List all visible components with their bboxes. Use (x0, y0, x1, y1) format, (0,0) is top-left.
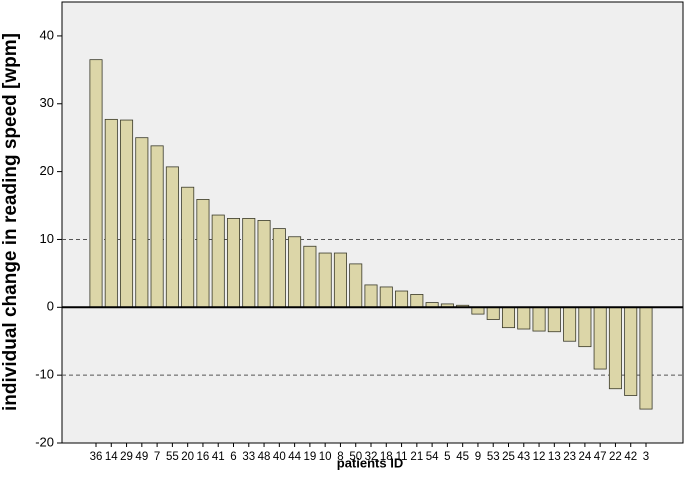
bar (608, 306, 622, 390)
x-tick-label: 40 (273, 451, 286, 463)
x-tick-label: 29 (120, 451, 133, 463)
bar (333, 252, 347, 308)
bar (395, 290, 409, 308)
bar (104, 118, 118, 308)
x-tick-label: 49 (135, 451, 148, 463)
x-tick-label: 53 (487, 451, 500, 463)
x-tick-label: 48 (258, 451, 271, 463)
bar (364, 284, 378, 308)
x-tick-label: 13 (548, 451, 561, 463)
x-tick-label: 22 (609, 451, 622, 463)
bar (150, 145, 164, 308)
y-tick-label: -10 (35, 367, 54, 382)
y-axis-title: individual change in reading speed [wpm] (0, 33, 21, 411)
bar (486, 306, 500, 320)
bar (547, 306, 561, 333)
bar (501, 306, 516, 329)
bar (257, 220, 271, 308)
y-tick-label: 30 (40, 95, 54, 110)
x-tick-label: 12 (533, 451, 546, 463)
bar (120, 119, 134, 308)
y-tick-label: 40 (40, 27, 54, 42)
x-tick-label: 14 (105, 451, 118, 463)
x-tick-label: 44 (288, 451, 301, 463)
y-tick-label: 20 (40, 163, 54, 178)
bar (318, 252, 332, 308)
x-tick-label: 8 (337, 451, 343, 463)
x-tick-label: 33 (242, 451, 255, 463)
bar (242, 218, 256, 308)
bar (563, 306, 577, 342)
bar (196, 199, 210, 308)
x-tick-label: 43 (517, 451, 530, 463)
x-axis-title: patients ID (337, 456, 403, 471)
bar (593, 306, 607, 370)
y-tick-label: -20 (35, 434, 54, 449)
x-tick-label: 6 (230, 451, 236, 463)
bar (639, 306, 653, 410)
bar (303, 245, 317, 308)
bar (181, 186, 195, 308)
bar (379, 286, 393, 308)
x-tick-label: 7 (154, 451, 160, 463)
bar (578, 306, 592, 348)
bar (349, 263, 363, 308)
x-axis-labels: 36 14 29 49 7 55 20 16 41 6 33 48 40 44 19 10 8 50 32 18 11 2… (90, 443, 649, 463)
bar (226, 218, 241, 308)
bar (288, 236, 302, 308)
y-axis-ticks: -20 -10 0 10 20 30 40 (35, 27, 62, 449)
x-tick-label: 20 (181, 451, 194, 463)
x-tick-label: 54 (426, 451, 439, 463)
y-tick-label: 0 (47, 299, 54, 314)
bar (410, 294, 424, 308)
x-tick-label: 50 (349, 451, 362, 463)
y-tick-label: 10 (40, 231, 54, 246)
bar (165, 166, 179, 308)
x-tick-label: 24 (578, 451, 591, 463)
plot-area (61, 1, 684, 444)
x-tick-label: 47 (594, 451, 607, 463)
x-tick-label: 19 (303, 451, 316, 463)
x-tick-label: 45 (456, 451, 469, 463)
x-tick-label: 18 (380, 451, 393, 463)
x-tick-label: 11 (396, 451, 408, 463)
x-tick-label: 32 (365, 451, 378, 463)
bar (272, 228, 286, 308)
x-tick-label: 16 (197, 451, 210, 463)
bar (532, 306, 546, 332)
x-tick-label: 25 (502, 451, 515, 463)
x-tick-label: 21 (410, 451, 423, 463)
bar (517, 306, 531, 330)
x-tick-label: 55 (166, 451, 179, 463)
x-tick-label: 23 (563, 451, 576, 463)
reference-lines (62, 238, 683, 376)
bar (135, 137, 149, 308)
x-tick-label: 9 (475, 451, 481, 463)
x-tick-label: 42 (624, 451, 637, 463)
bar (624, 306, 638, 396)
x-tick-label: 3 (643, 451, 649, 463)
x-tick-label: 5 (444, 451, 450, 463)
x-tick-label: 41 (212, 451, 225, 463)
x-tick-label: 36 (90, 451, 103, 463)
bar (471, 306, 485, 315)
bar (89, 59, 103, 308)
x-tick-label: 10 (319, 451, 332, 463)
bar (211, 214, 225, 308)
